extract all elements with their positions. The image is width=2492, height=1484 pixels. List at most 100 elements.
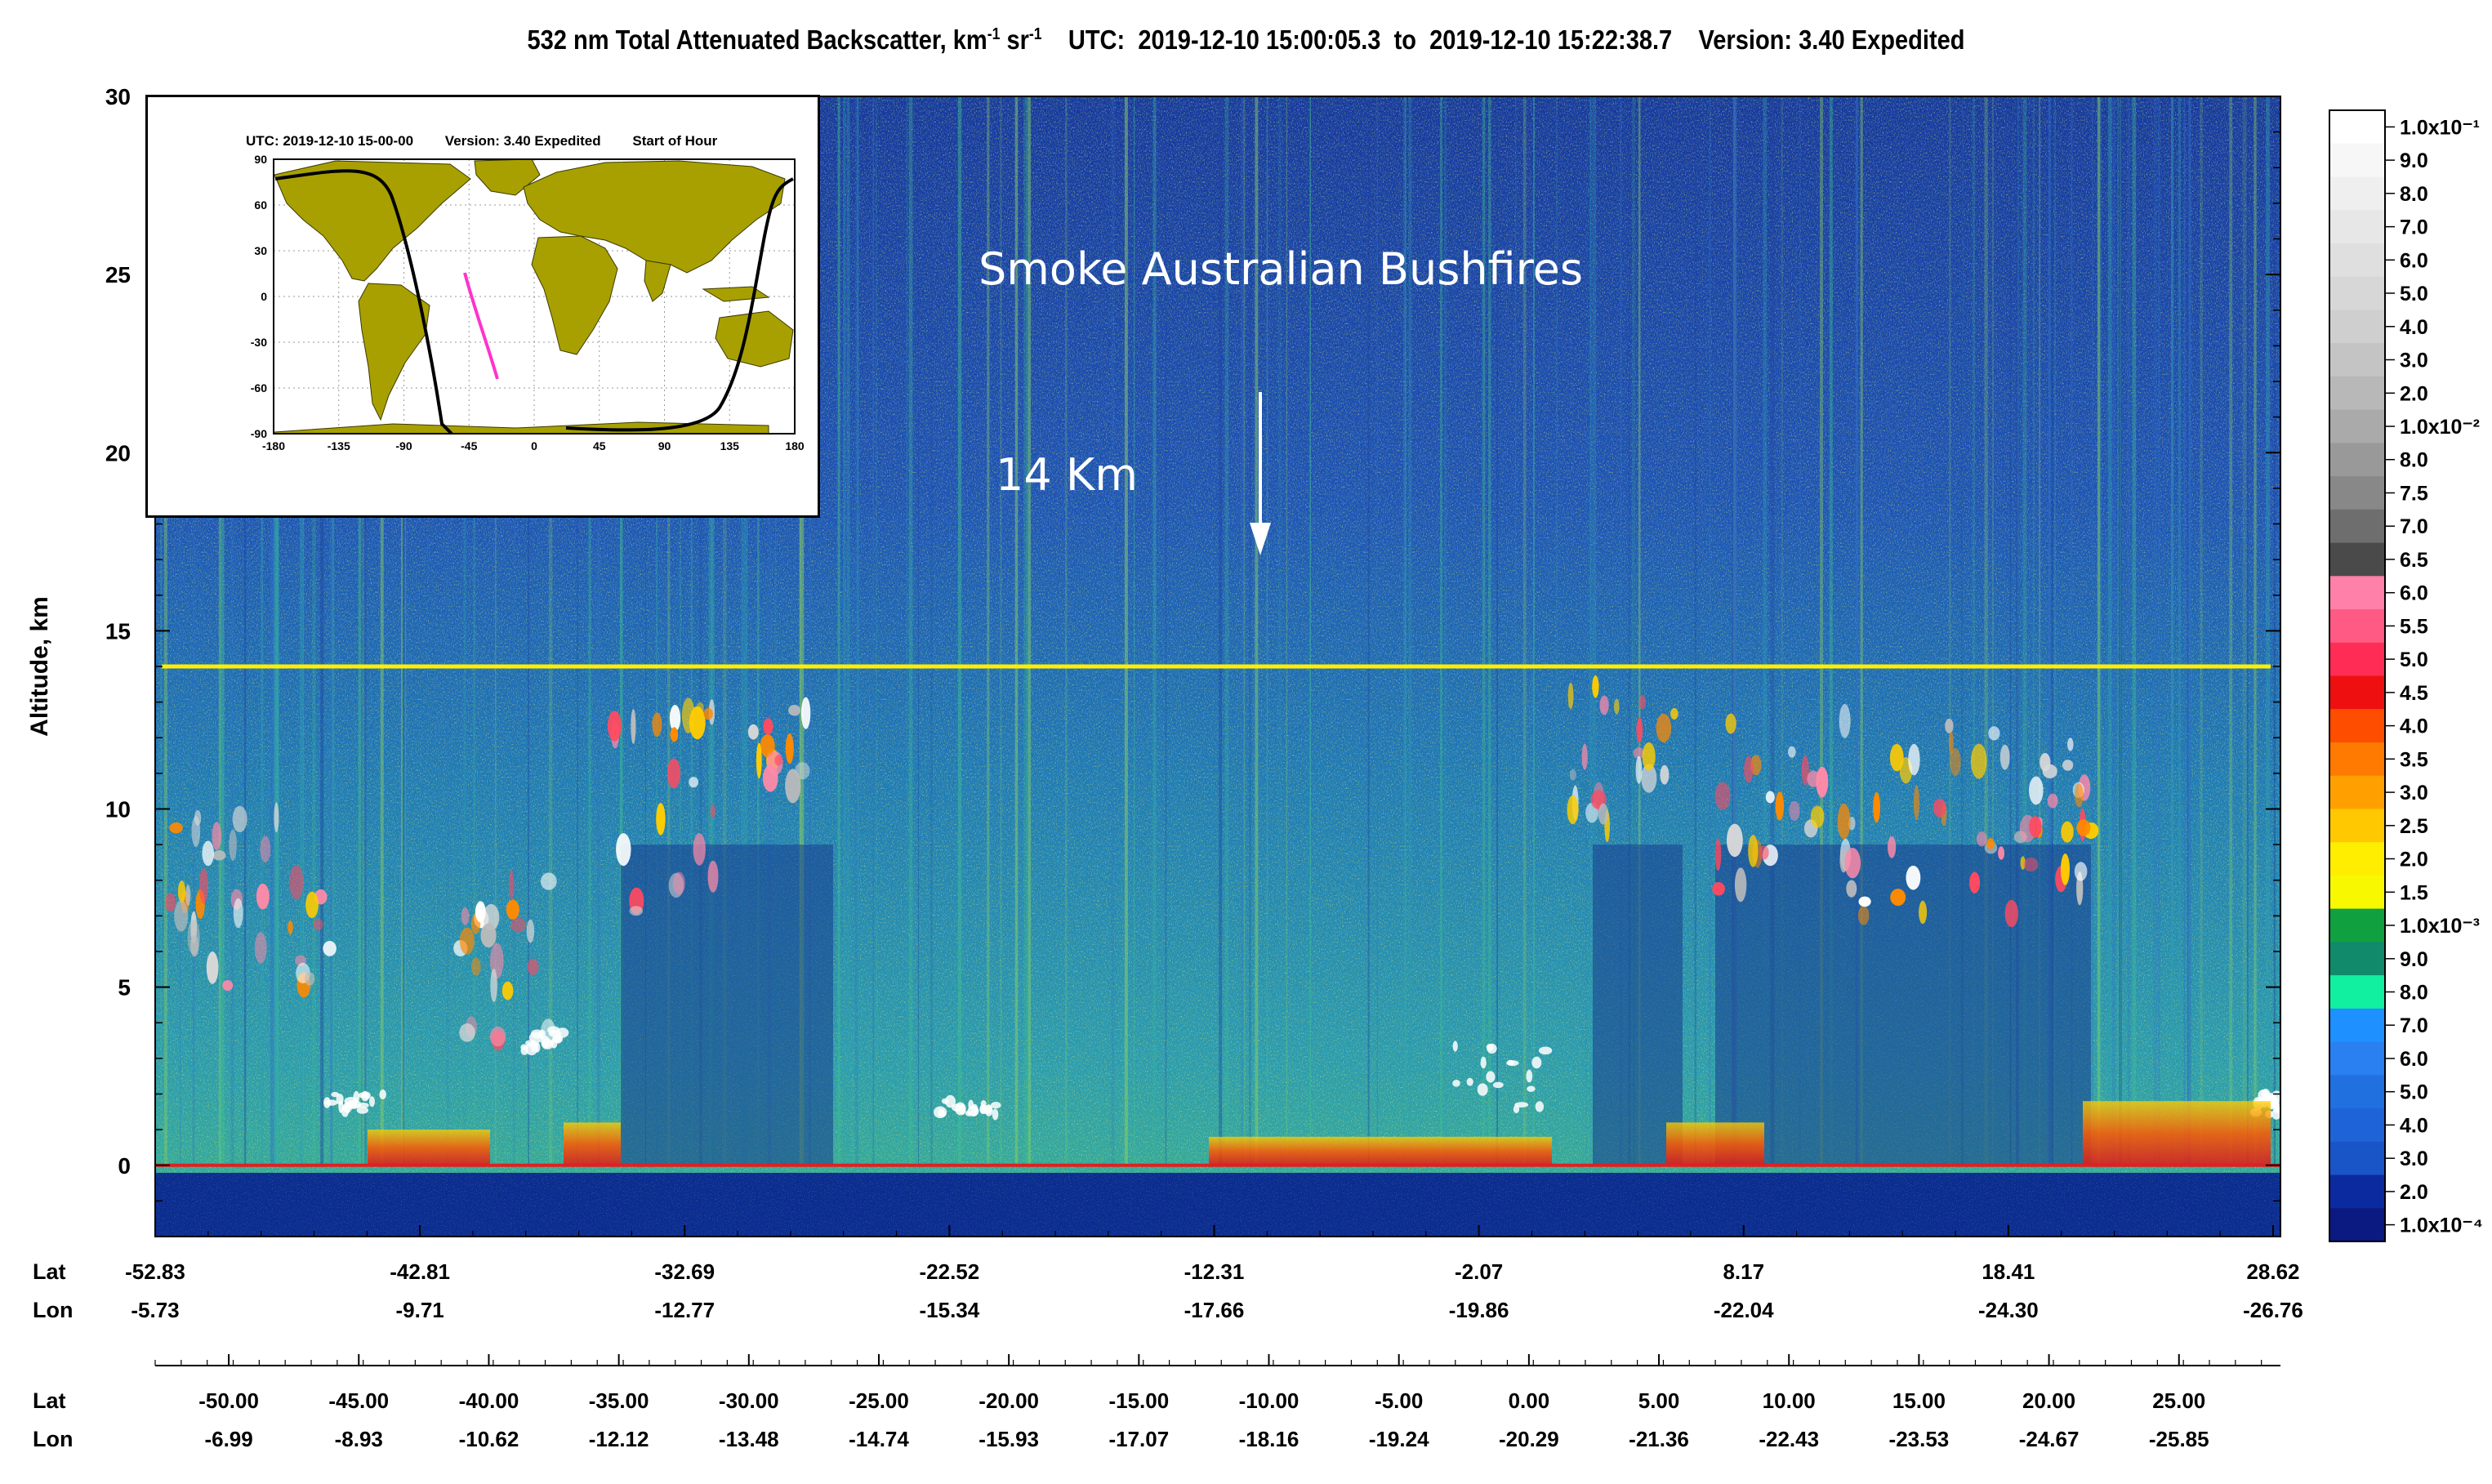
cloud-cell [1846,880,1857,898]
cloud-cell [1789,800,1800,821]
cloud-cell [2076,819,2091,836]
low-cloud-cell [984,1104,993,1116]
cloud-cell [165,893,176,912]
axis-lon-value: -26.76 [2243,1298,2303,1322]
cloud-cell [288,920,293,935]
inset-utc: UTC: 2019-12-10 15-00-00 [246,133,414,149]
axis-lat-value: 18.41 [1982,1259,2035,1284]
cloud-cell [1614,698,1620,715]
streak [1820,96,1823,1165]
cloud-cell [1567,682,1574,710]
cloud-cell [229,829,237,862]
streak [1286,96,1288,1165]
colorbar-swatch [2329,276,2385,310]
streak [218,96,221,1165]
streak [741,96,745,1165]
streak [1255,96,1259,1165]
colorbar-label: 5.5 [2400,615,2428,638]
continents [274,158,794,435]
axis-lat-value: -20.00 [979,1388,1039,1413]
streak [299,96,304,1165]
colorbar-label: 3.5 [2400,748,2428,771]
cloud-cell [1775,791,1785,821]
low-cloud-cell [980,1100,987,1107]
cloud-cell [1744,755,1754,783]
y-tick-label: 0 [118,1153,131,1179]
down-arrow-icon [1250,392,1271,555]
cloud-cell [1748,835,1759,867]
cloud-cell [1636,717,1643,743]
cloud-cell [510,917,526,933]
streak [2052,96,2053,1165]
streak [1224,96,1229,1165]
streak [908,96,913,1165]
streak [1732,96,1735,1165]
cloud-cell [616,833,631,867]
title-mid: sr [1000,25,1029,55]
streak [276,96,279,1165]
colorbar-swatch [2329,343,2385,377]
colorbar-label: 7.0 [2400,515,2428,538]
cloud-cell [652,712,662,737]
y-tick-label: 10 [105,797,131,822]
inset-map: -180 -135 -90 -45 0 45 90 135 180 90 60 30 0 -30 -60 -9… [251,153,805,452]
cloud-cell [1734,867,1747,902]
cloud-cell [490,969,497,1003]
cloud-cell [689,777,698,788]
low-cloud-cell [530,1040,537,1052]
cloud-cell [1599,695,1609,715]
cloud-cell [194,809,202,826]
y-tick-label: 25 [105,262,131,287]
colorbar-swatch [2329,542,2385,577]
attenuated-column [1593,844,1683,1165]
streak [1592,96,1597,1165]
streak [1444,96,1447,1165]
colorbar-label: 6.5 [2400,549,2428,572]
cloud-cell [1970,743,1987,779]
axis-lon-value: -20.29 [1499,1427,1559,1451]
streak [1856,96,1859,1165]
streak [1023,96,1028,1165]
colorbar-swatch [2329,176,2385,211]
streak [180,96,181,1165]
title-utc-end: 2019-12-10 15:22:38.7 [1429,25,1673,55]
streak [1496,96,1498,1165]
streak [548,96,553,1165]
streak [1732,96,1736,1165]
streak [361,96,363,1165]
streak [463,96,466,1165]
cloud-cell [254,932,267,964]
streak [1026,96,1029,1165]
cloud-cell [1969,871,1981,894]
cloud-cell [198,867,208,904]
streak [1522,96,1527,1165]
cloud-cell [2062,760,2074,771]
streak [473,96,476,1165]
colorbar-label: 2.0 [2400,849,2428,871]
streak [596,96,600,1165]
colorbar: 1.0x10⁻¹ 9.0 8.0 7.0 6.0 5.0 4.0 3.0 2.0 1.0x10⁻²… [2329,109,2483,1242]
inset-start: Start of Hour [632,133,718,149]
axis-lat-value: 8.17 [1723,1259,1764,1284]
streak [1533,96,1535,1165]
lat-lon-axis-1: Lat Lon -52.83 -5.73 -42.81 -9.71 -32.69 -12.77… [33,1225,2303,1322]
low-cloud-cell [1538,1046,1553,1055]
cloud-cell [703,707,713,720]
low-cloud-cell [945,1094,956,1108]
cloud-cell [1714,838,1722,871]
cloud-cell [1890,889,1906,907]
low-cloud-cell [379,1090,387,1099]
map-lat-tick: -90 [251,427,267,440]
axis-lat-value: 10.00 [1763,1388,1816,1413]
streak [2092,96,2093,1165]
low-cloud-cell [1480,1056,1487,1069]
low-cloud-cell [1535,1101,1545,1112]
low-cloud-cell [941,1098,949,1104]
cloud-cell [2067,738,2074,751]
streak [1241,96,1245,1165]
cloud-cell [1642,742,1656,771]
cloud-cell [1945,718,1954,733]
cloud-cell [1999,744,2010,770]
colorbar-swatch [2329,1141,2385,1175]
cloud-cell [1598,803,1609,825]
